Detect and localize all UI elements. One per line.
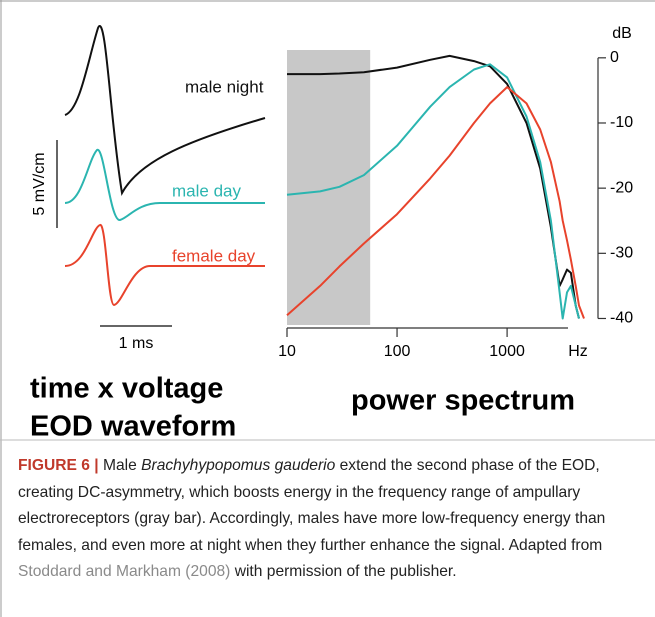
- x-tick-label: 1000: [489, 343, 525, 360]
- y-tick-label: -30: [610, 245, 633, 262]
- caption-figure-label: FIGURE 6 |: [18, 457, 99, 474]
- caption-citation[interactable]: Stoddard and Markham (2008): [18, 563, 231, 581]
- y-tick-label: 0: [610, 49, 619, 66]
- label-male-day: male day: [172, 181, 241, 200]
- y-tick-label: -20: [610, 179, 633, 196]
- y-tick-label: -10: [610, 114, 633, 131]
- label-male-night: male night: [185, 77, 264, 96]
- panel-title-line2: EOD waveform: [30, 411, 236, 443]
- spectrum-title: power spectrum: [351, 385, 575, 417]
- panel-title-line1: time x voltage: [30, 373, 223, 405]
- caption-text: with permission of the publisher.: [230, 563, 457, 581]
- y-axis-label: dB: [612, 25, 632, 42]
- spectrum-line: [286, 63, 580, 320]
- x-tick-label: 100: [384, 343, 411, 360]
- waveform-female-day: [64, 223, 265, 307]
- spectrum-line: [287, 54, 580, 319]
- waveform-male-night: [64, 25, 266, 197]
- x-axis-label: Hz: [568, 343, 588, 360]
- voltage-scale-label: 5 mV/cm: [31, 152, 48, 215]
- frequency-band: [287, 50, 371, 325]
- label-female-day: female day: [172, 246, 256, 265]
- x-tick-label: 10: [278, 343, 296, 360]
- spectrum-line: [286, 86, 585, 319]
- waveform-male-day: [64, 148, 265, 222]
- caption-text: Male: [102, 457, 142, 474]
- caption: FIGURE 6 | Male Brachyhypopomus gauderio…: [18, 453, 643, 586]
- y-tick-label: -40: [610, 310, 633, 327]
- time-scale-label: 1 ms: [119, 335, 154, 352]
- caption-species: Brachyhypopomus gauderio: [141, 457, 336, 474]
- caption-text: extend the second phase of the EOD, crea…: [18, 457, 606, 554]
